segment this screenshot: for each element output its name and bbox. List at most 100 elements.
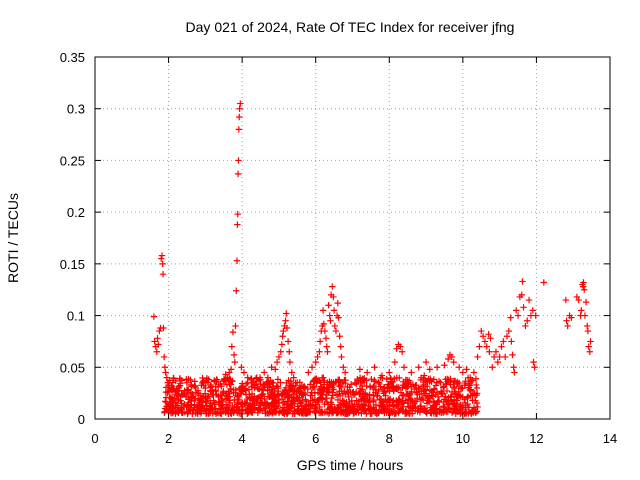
data-point: [441, 362, 448, 369]
data-point: [426, 387, 434, 394]
data-point: [389, 401, 397, 408]
data-point: [176, 375, 184, 382]
data-point: [347, 406, 355, 414]
data-point: [241, 385, 249, 392]
data-point: [375, 408, 383, 416]
data-point: [399, 384, 406, 391]
y-tick-label: 0.2: [67, 205, 85, 220]
y-tick-label: 0.35: [60, 50, 85, 65]
data-point: [162, 398, 169, 405]
data-point: [192, 409, 200, 417]
data-point: [450, 377, 458, 385]
data-point: [286, 405, 294, 412]
data-point: [379, 386, 386, 393]
data-point: [382, 406, 389, 413]
data-point: [454, 378, 461, 385]
data-point: [522, 322, 529, 330]
data-point: [405, 379, 412, 386]
y-tick-label: 0.25: [60, 153, 85, 168]
data-point: [368, 375, 375, 383]
data-point: [471, 390, 478, 397]
data-point: [185, 396, 192, 403]
data-point: [252, 375, 260, 382]
data-point: [194, 395, 202, 403]
data-point: [292, 379, 299, 386]
data-point: [185, 375, 192, 383]
data-point: [293, 394, 301, 402]
data-point: [473, 399, 481, 407]
data-point: [530, 358, 537, 366]
data-point: [211, 399, 218, 406]
data-point: [195, 390, 202, 397]
data-point: [440, 384, 447, 391]
data-point: [234, 170, 242, 178]
data-point: [225, 388, 233, 395]
data-point: [284, 338, 292, 345]
data-point: [318, 385, 325, 392]
data-point: [448, 388, 456, 396]
data-point: [340, 364, 347, 371]
data-point: [524, 317, 531, 324]
data-point: [313, 380, 320, 387]
axis-ticks: 0 2 4 6 8 10 12 14 0 0.05 0.1 0.15 0.2 0.25 0.3 0.35: [60, 50, 618, 446]
data-point: [291, 410, 298, 417]
data-point: [286, 358, 294, 366]
data-point: [316, 338, 324, 345]
data-point: [531, 364, 538, 371]
data-point: [264, 374, 272, 381]
data-point: [380, 390, 387, 397]
data-point: [509, 351, 516, 359]
data-point: [179, 391, 186, 399]
data-point: [282, 317, 289, 324]
data-point: [360, 401, 368, 409]
plot-frame: [94, 56, 611, 420]
data-point: [310, 383, 318, 390]
data-point: [370, 382, 378, 390]
data-point: [364, 369, 371, 376]
data-point: [191, 401, 198, 409]
data-point: [434, 393, 442, 401]
data-point: [423, 400, 431, 407]
data-point: [223, 403, 231, 411]
data-point: [323, 384, 331, 391]
data-point: [332, 327, 340, 335]
data-point: [251, 405, 258, 413]
data-point: [229, 407, 237, 414]
data-point: [236, 113, 243, 121]
data-point: [229, 402, 236, 410]
data-point: [433, 388, 441, 396]
x-tick-label: 14: [603, 431, 617, 446]
data-point: [580, 279, 587, 286]
data-point: [199, 402, 207, 409]
x-tick-label: 0: [91, 431, 98, 446]
data-point: [384, 384, 391, 392]
data-point: [473, 384, 481, 392]
data-point: [206, 402, 214, 409]
data-point: [416, 409, 424, 416]
data-point: [529, 307, 536, 314]
grid: [95, 57, 610, 419]
data-point: [334, 396, 342, 404]
data-point: [260, 402, 268, 409]
data-point: [326, 380, 333, 388]
data-point: [167, 400, 175, 408]
data-point: [308, 392, 316, 399]
data-point: [307, 381, 314, 388]
data-point: [285, 382, 293, 389]
data-point: [168, 387, 175, 394]
data-point: [356, 385, 364, 392]
data-point: [242, 406, 250, 413]
data-point: [321, 327, 329, 335]
data-point: [225, 410, 232, 417]
data-points: [150, 100, 594, 418]
data-point: [481, 338, 489, 345]
data-point: [314, 353, 321, 361]
data-point: [230, 351, 238, 359]
x-axis-title: GPS time / hours: [297, 457, 404, 473]
data-point: [341, 369, 349, 376]
data-point: [232, 389, 239, 397]
data-point: [218, 392, 226, 399]
data-point: [250, 404, 257, 411]
data-point: [467, 392, 474, 399]
